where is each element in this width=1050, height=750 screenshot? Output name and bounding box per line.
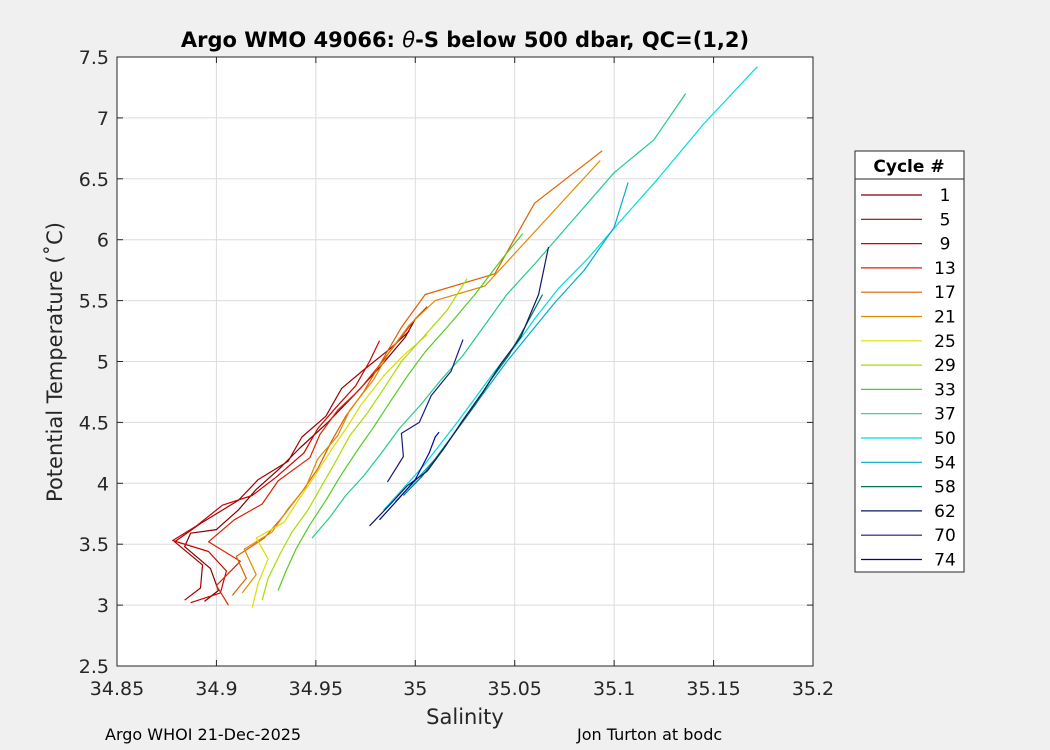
x-tick-label: 34.9: [195, 678, 237, 700]
series-line-cycle-29: [261, 278, 468, 601]
series-line-cycle-50: [383, 66, 758, 511]
legend: Cycle # 1 5 9 13 17 21 25 29 33 37 50 54 58 62 70 74: [854, 150, 965, 573]
series-line-cycle-58: [402, 294, 544, 496]
y-tick-label: 7.5: [79, 47, 109, 69]
legend-label-cycle-50: 50: [934, 429, 956, 449]
legend-label-cycle-25: 25: [934, 332, 956, 352]
legend-title: Cycle #: [873, 157, 944, 177]
legend-label-cycle-29: 29: [934, 356, 956, 376]
x-tick-label: 35.15: [686, 678, 740, 700]
series-line-cycle-1: [184, 318, 416, 602]
series-line-cycle-17: [231, 150, 603, 596]
series-line-cycle-21: [241, 160, 601, 594]
legend-label-cycle-17: 17: [934, 283, 956, 303]
legend-label-cycle-37: 37: [934, 405, 956, 425]
title-suffix: -S below 500 dbar, QC=(1,2): [415, 28, 749, 52]
title-prefix: Argo WMO 49066:: [181, 28, 402, 52]
y-tick-label: 4: [97, 473, 109, 495]
legend-label-cycle-58: 58: [934, 478, 956, 498]
legend-items: 1 5 9 13 17 21 25 29 33 37 50 54 58 62 70 74: [861, 186, 956, 571]
title-theta-symbol: θ: [402, 28, 415, 52]
legend-label-cycle-70: 70: [934, 526, 956, 546]
x-tick-label: 34.85: [90, 678, 144, 700]
legend-label-cycle-1: 1: [940, 186, 951, 206]
x-axis-ticks: 34.85 34.9 34.95 35 35.05 35.1 35.15 35.2: [90, 57, 834, 700]
x-tick-label: 35.2: [792, 678, 834, 700]
chart-title: Argo WMO 49066: θ-S below 500 dbar, QC=(…: [181, 28, 749, 52]
y-axis-label: Potential Temperature (˚C): [43, 222, 67, 502]
data-series-group: [172, 66, 758, 608]
y-tick-label: 5.5: [79, 291, 109, 313]
series-line-cycle-5: [174, 330, 410, 601]
x-tick-label: 35.05: [488, 678, 542, 700]
y-tick-label: 7: [97, 108, 109, 130]
series-line-cycle-62: [369, 246, 550, 527]
legend-box: [854, 150, 965, 573]
y-tick-label: 4.5: [79, 412, 109, 434]
series-line-cycle-33: [277, 233, 524, 591]
x-tick-label: 35.1: [593, 678, 635, 700]
legend-label-cycle-62: 62: [934, 502, 956, 522]
y-tick-label: 2.5: [79, 656, 109, 678]
footer-source: Argo WHOI 21-Dec-2025: [105, 725, 302, 744]
x-tick-label: 35: [403, 678, 427, 700]
legend-label-cycle-9: 9: [940, 235, 951, 255]
y-tick-label: 5: [97, 352, 109, 374]
footer-author: Jon Turton at bodc: [577, 725, 723, 744]
series-line-cycle-9: [172, 340, 381, 604]
series-line-cycle-74: [379, 431, 440, 521]
legend-label-cycle-33: 33: [934, 380, 956, 400]
y-tick-label: 6: [97, 230, 109, 252]
x-tick-label: 34.95: [289, 678, 343, 700]
legend-label-cycle-21: 21: [934, 308, 956, 328]
legend-label-cycle-74: 74: [934, 551, 956, 571]
legend-label-cycle-13: 13: [934, 259, 956, 279]
y-axis-ticks: 2.5 3 3.5 4 4.5 5 5.5 6 6.5 7 7.5: [79, 47, 813, 678]
x-axis-label: Salinity: [426, 705, 504, 729]
y-tick-label: 3.5: [79, 534, 109, 556]
legend-label-cycle-5: 5: [940, 210, 951, 230]
y-tick-label: 3: [97, 595, 109, 617]
legend-label-cycle-54: 54: [934, 453, 956, 473]
y-tick-label: 6.5: [79, 169, 109, 191]
series-line-cycle-70: [386, 339, 464, 483]
series-line-cycle-25: [251, 334, 428, 608]
